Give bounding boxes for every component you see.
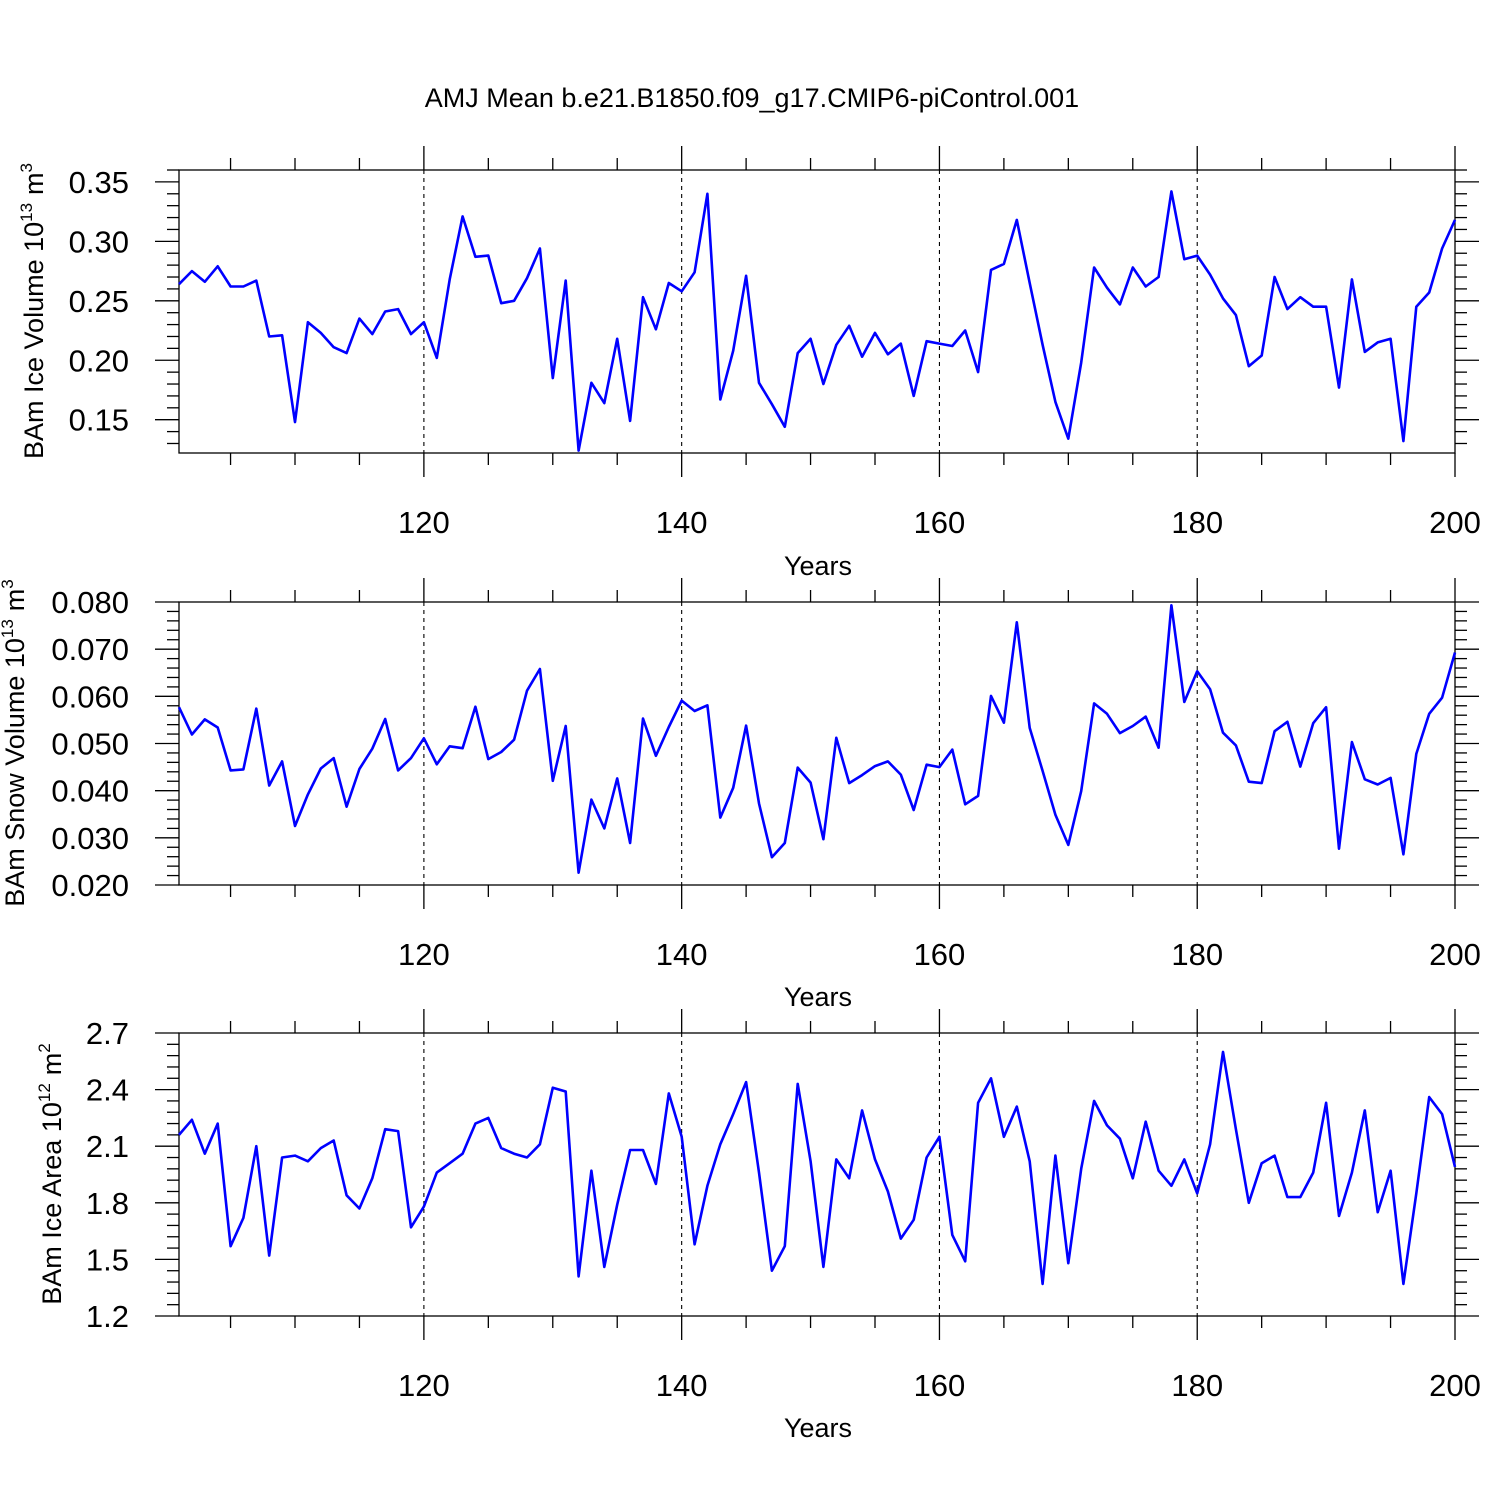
- figure-title: AMJ Mean b.e21.B1850.f09_g17.CMIP6-piCon…: [425, 83, 1079, 113]
- ice-area-ytick-label: 1.2: [86, 1299, 129, 1334]
- panel-ice-volume: 0.15 0.20 0.25 0.30 0.35 120 140 160 180 200 Yea…: [17, 146, 1481, 581]
- snow-volume-xtick-label: 200: [1429, 937, 1481, 972]
- snow-volume-xtick-label: 180: [1171, 937, 1223, 972]
- ice-volume-ytick-label: 0.25: [69, 284, 129, 319]
- ice-volume-xtick-label: 200: [1429, 505, 1481, 540]
- snow-volume-x-axis-label: Years: [784, 982, 852, 1012]
- snow-volume-ytick-label: 0.030: [51, 821, 129, 856]
- ice-area-xtick-label: 160: [914, 1368, 966, 1403]
- ice-area-x-axis-label: Years: [784, 1413, 852, 1443]
- ice-area-series-line: [178, 1050, 1457, 1286]
- ice-volume-ytick-labels: 0.15 0.20 0.25 0.30 0.35: [69, 165, 129, 438]
- ice-area-y-axis-label: BAm Ice Area 1012m2: [35, 1043, 67, 1305]
- snow-volume-ytick-label: 0.060: [51, 679, 129, 714]
- snow-volume-y-axis-label: BAm Snow Volume 1013m3: [0, 579, 30, 907]
- snow-volume-ytick-label: 0.050: [51, 727, 129, 762]
- ice-volume-ytick-label: 0.20: [69, 343, 129, 378]
- ice-area-ytick-label: 2.7: [86, 1016, 129, 1051]
- ice-volume-ytick-label: 0.35: [69, 165, 129, 200]
- snow-volume-xtick-labels: 120 140 160 180 200: [398, 937, 1481, 972]
- ice-area-xtick-label: 180: [1171, 1368, 1223, 1403]
- ice-area-ticks: [155, 1009, 1479, 1340]
- ice-area-plot-frame: [178, 1032, 1456, 1317]
- snow-volume-series-line: [177, 603, 1457, 875]
- ice-volume-gridlines: [423, 170, 1198, 453]
- snow-volume-gridlines: [423, 602, 1198, 885]
- ice-volume-x-axis-label: Years: [784, 551, 852, 581]
- ice-volume-ytick-label: 0.30: [69, 224, 129, 259]
- snow-volume-plot-frame: [178, 601, 1456, 886]
- ice-area-ytick-label: 2.1: [86, 1129, 129, 1164]
- ice-area-xtick-label: 120: [398, 1368, 450, 1403]
- snow-volume-ticks: [155, 578, 1479, 909]
- snow-volume-ytick-label: 0.080: [51, 585, 129, 620]
- snow-volume-ytick-label: 0.020: [51, 868, 129, 903]
- ice-area-xtick-labels: 120 140 160 180 200: [398, 1368, 1481, 1403]
- ice-volume-xtick-label: 120: [398, 505, 450, 540]
- ice-area-ytick-label: 2.4: [86, 1073, 129, 1108]
- ice-volume-plot-frame: [178, 169, 1456, 454]
- ice-volume-series-line: [178, 190, 1457, 452]
- ice-area-ytick-label: 1.8: [86, 1186, 129, 1221]
- ice-volume-xtick-label: 140: [656, 505, 708, 540]
- ice-volume-ytick-label: 0.15: [69, 403, 129, 438]
- ice-area-xtick-label: 200: [1429, 1368, 1481, 1403]
- ice-volume-ticks: [155, 146, 1479, 477]
- ice-area-gridlines: [423, 1033, 1198, 1316]
- ice-area-ytick-label: 1.5: [86, 1242, 129, 1277]
- ice-volume-xtick-label: 160: [914, 505, 966, 540]
- ice-volume-y-axis-label: BAm Ice Volume 1013m3: [17, 163, 49, 459]
- snow-volume-ytick-label: 0.070: [51, 632, 129, 667]
- snow-volume-ytick-labels: 0.020 0.030 0.040 0.050 0.060 0.070 0.080: [51, 585, 129, 903]
- ice-volume-xtick-label: 180: [1171, 505, 1223, 540]
- snow-volume-xtick-label: 120: [398, 937, 450, 972]
- ice-volume-xtick-labels: 120 140 160 180 200: [398, 505, 1481, 540]
- ice-area-ytick-labels: 1.2 1.5 1.8 2.1 2.4 2.7: [86, 1016, 129, 1334]
- snow-volume-ytick-label: 0.040: [51, 774, 129, 809]
- panel-ice-area: 1.2 1.5 1.8 2.1 2.4 2.7 120 140 160 180 200 Years…: [35, 1009, 1481, 1443]
- ice-area-xtick-label: 140: [656, 1368, 708, 1403]
- snow-volume-xtick-label: 160: [914, 937, 966, 972]
- snow-volume-xtick-label: 140: [656, 937, 708, 972]
